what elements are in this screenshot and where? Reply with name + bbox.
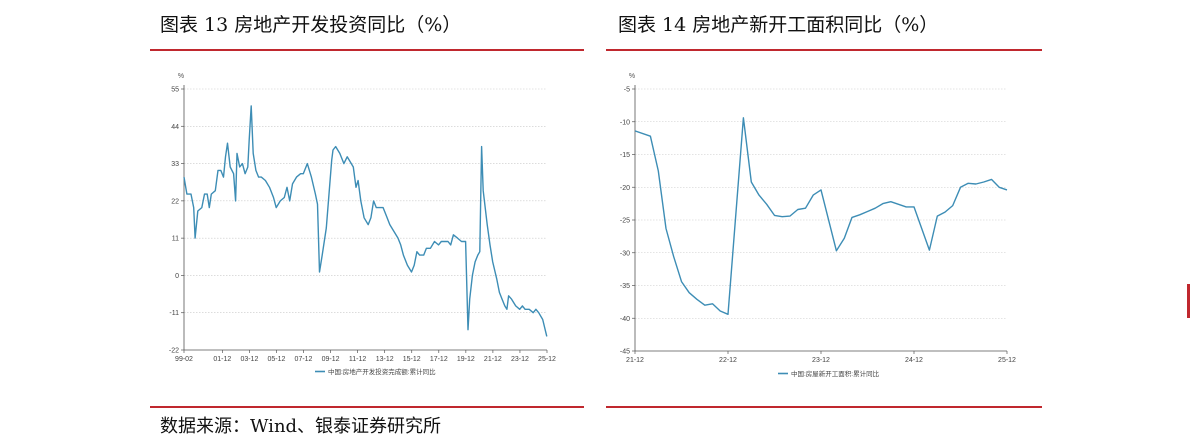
chart14-x-tick-label: 23-12	[812, 357, 830, 364]
chart14-title-rule	[606, 49, 1042, 51]
chart13-x-tick-label: 15-12	[403, 356, 421, 363]
chart13-x-tick-label: 21-12	[484, 356, 502, 363]
chart13-y-tick-label: 22	[171, 198, 179, 205]
chart14-y-tick-label: -30	[620, 250, 630, 257]
chart13-y-tick-label: 44	[171, 124, 179, 131]
chart13-unit-label: %	[178, 73, 184, 80]
chart14-x-tick-label: 24-12	[905, 357, 923, 364]
chart14-x-tick-label: 25-12	[998, 357, 1016, 364]
chart13-series-line	[183, 105, 548, 337]
chart14-y-tick-label: -10	[620, 119, 630, 126]
chart13-x-tick-label: 17-12	[430, 356, 448, 363]
chart14-series-line	[634, 117, 1008, 316]
chart13-x-tick-label: 11-12	[349, 356, 366, 363]
chart14-bottom-rule	[606, 406, 1042, 408]
chart14-unit-label: %	[629, 73, 635, 80]
chart14-y-tick-label: -15	[620, 152, 630, 159]
chart14-y-tick-label: -25	[620, 218, 630, 225]
chart13-x-tick-label: 05-12	[267, 356, 285, 363]
chart14-y-tick-label: -35	[620, 283, 630, 290]
chart13-title: 图表 13 房地产开发投资同比（%）	[160, 14, 462, 36]
chart13-x-tick-label: 07-12	[295, 356, 313, 363]
chart13-y-tick-label: -11	[169, 310, 179, 317]
chart13-x-tick-label: 01-12	[213, 356, 231, 363]
chart13-title-rule	[150, 49, 584, 51]
chart13-bottom-rule	[150, 406, 584, 408]
chart13-y-tick-label: 0	[175, 273, 179, 280]
chart13-y-tick-label: 11	[172, 236, 179, 243]
chart13-y-tick-label: 55	[171, 87, 179, 94]
edge-marker	[1187, 284, 1190, 318]
data-source-note: 数据来源：Wind、银泰证券研究所	[160, 416, 442, 437]
chart13-x-tick-label: 25-12	[538, 356, 556, 363]
chart13-y-tick-label: 33	[171, 161, 179, 168]
chart13-x-tick-label: 03-12	[240, 356, 258, 363]
chart13-x-tick-label: 13-12	[376, 356, 394, 363]
chart14-y-tick-label: -20	[620, 185, 630, 192]
chart14-title: 图表 14 房地产新开工面积同比（%）	[618, 14, 939, 36]
chart14-x-tick-label: 22-12	[719, 357, 737, 364]
chart13-x-tick-label: 23-12	[511, 356, 529, 363]
chart13-x-tick-label: 99-02	[175, 356, 193, 363]
chart14-y-tick-label: -45	[620, 349, 630, 356]
chart13-x-tick-label: 19-12	[457, 356, 475, 363]
chart13-y-tick-label: -22	[169, 348, 179, 355]
chart13-legend-label: 中国:房地产开发投资完成额:累计同比	[328, 367, 436, 376]
chart14-legend-label: 中国:房屋新开工面积:累计同比	[791, 369, 880, 378]
chart14-x-tick-label: 21-12	[626, 357, 644, 364]
chart14-y-tick-label: -40	[620, 316, 630, 323]
chart13-x-tick-label: 09-12	[322, 356, 340, 363]
chart14-y-tick-label: -5	[624, 87, 630, 94]
